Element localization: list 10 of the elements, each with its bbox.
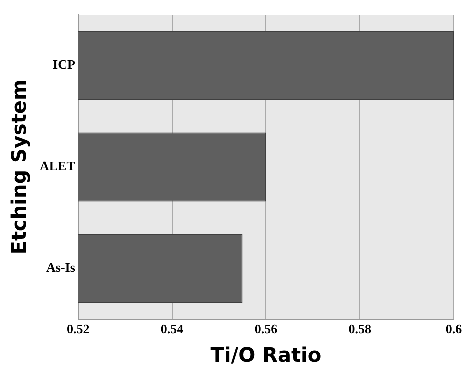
- y-tick-label: ALET: [40, 158, 76, 174]
- y-tick-label: ICP: [53, 57, 76, 72]
- x-tick-label: 0.6: [446, 322, 463, 337]
- x-axis-title: Ti/O Ratio: [210, 343, 322, 368]
- x-tick-label: 0.58: [348, 322, 372, 337]
- y-tick-label: As-Is: [46, 260, 76, 276]
- x-tick-label: 0.52: [67, 322, 90, 337]
- x-tick-label: 0.56: [254, 322, 278, 337]
- y-axis-title: Etching System: [7, 80, 32, 255]
- x-tick-label: 0.54: [160, 322, 184, 337]
